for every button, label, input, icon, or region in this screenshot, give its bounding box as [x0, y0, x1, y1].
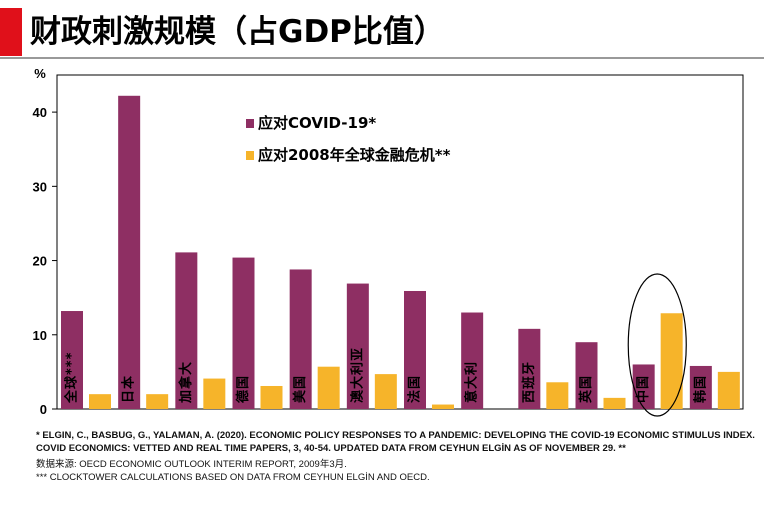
bar-covid-italy — [461, 312, 484, 409]
legend-label-covid: 应对COVID-19* — [258, 114, 376, 132]
bar-gfc2008-global — [89, 394, 111, 409]
y-tick-label: 20 — [33, 254, 47, 269]
footnote-source-3: *** CLOCKTOWER CALCULATIONS BASED ON DAT… — [36, 471, 430, 483]
bar-covid-usa — [289, 269, 312, 409]
bar-gfc2008-japan — [146, 394, 169, 409]
category-label-uk: 英国 — [578, 375, 594, 404]
bar-covid-spain — [518, 328, 541, 409]
bar-gfc2008-spain — [546, 382, 569, 409]
category-label-korea: 韩国 — [692, 375, 708, 403]
bar-gfc2008-france — [432, 404, 454, 409]
bar-gfc2008-germany — [260, 385, 283, 409]
bar-covid-japan — [118, 95, 141, 409]
category-label-australia: 澳大利亚 — [349, 347, 365, 403]
category-label-canada: 加拿大 — [178, 361, 194, 404]
footnotes: * ELGIN, C., BASBUG, G., YALAMAN, A. (20… — [36, 430, 760, 484]
y-axis-label: % — [34, 66, 46, 81]
bar-covid-korea — [689, 365, 712, 409]
category-label-japan: 日本 — [121, 375, 137, 403]
bar-covid-australia — [346, 283, 369, 409]
plot-area — [56, 74, 744, 410]
bar-gfc2008-uk — [603, 397, 626, 409]
footnote-source-1: * ELGIN, C., BASBUG, G., YALAMAN, A. (20… — [36, 430, 755, 454]
y-tick-label: 0 — [40, 402, 47, 417]
bar-covid-germany — [232, 257, 255, 409]
legend-swatch-gfc2008 — [246, 151, 254, 160]
bar-covid-canada — [175, 252, 198, 409]
highlight-ellipse-china — [627, 273, 687, 417]
bar-chart: 0 10 20 30 40% 全球*** 日本 加拿大 德国 美国 澳大利亚法国 意大利 西班牙 英国 中国… — [33, 66, 744, 417]
title-divider — [0, 57, 764, 59]
category-label-spain: 西班牙 — [521, 361, 537, 403]
category-label-usa: 美国 — [292, 375, 308, 403]
page-title: 财政刺激规模（占GDP比值） — [30, 14, 445, 50]
bar-covid-global — [61, 311, 83, 409]
y-tick-label: 30 — [33, 179, 47, 194]
category-label-france: 法国 — [407, 375, 423, 403]
bar-covid-france — [404, 290, 426, 409]
bar-gfc2008-korea — [717, 371, 740, 409]
bar-gfc2008-australia — [374, 374, 397, 409]
legend-swatch-covid — [246, 119, 254, 128]
footnote-source-2: 数据来源: OECD ECONOMIC OUTLOOK INTERIM REPO… — [36, 459, 347, 470]
category-label-china: 中国 — [635, 375, 651, 403]
bar-gfc2008-canada — [203, 378, 226, 409]
category-label-italy: 意大利 — [464, 361, 480, 403]
legend-label-gfc2008: 应对2008年全球金融危机** — [258, 146, 451, 164]
category-label-global: 全球*** — [64, 352, 80, 404]
bar-covid-uk — [575, 342, 598, 409]
bar-gfc2008-usa — [317, 366, 340, 409]
title-accent-bar — [0, 8, 22, 56]
bar-gfc2008-china — [660, 313, 683, 409]
y-tick-label: 40 — [33, 105, 47, 120]
category-label-germany: 德国 — [235, 375, 251, 403]
y-tick-label: 10 — [33, 328, 47, 343]
